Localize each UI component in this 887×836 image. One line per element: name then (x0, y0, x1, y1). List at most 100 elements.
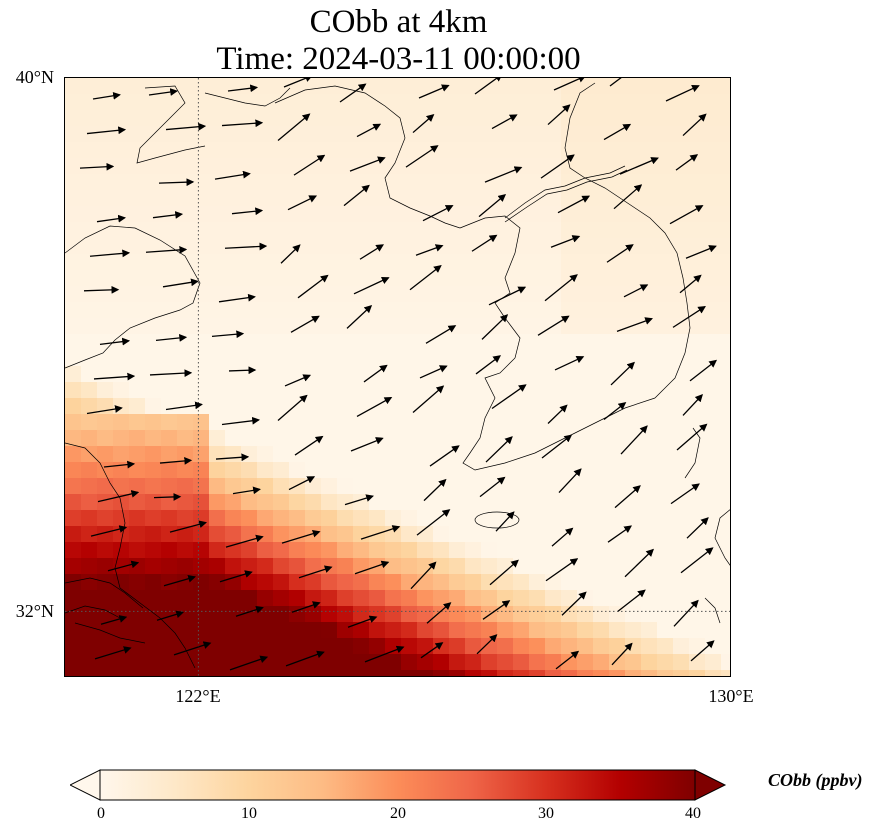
field-cell (545, 94, 562, 111)
wind-arrow (156, 610, 185, 621)
field-cell (193, 510, 210, 527)
field-cell (369, 350, 386, 367)
field-cell (673, 206, 690, 223)
field-cell (673, 462, 690, 479)
field-cell (113, 318, 130, 335)
field-cell (129, 302, 146, 319)
field-cell (545, 590, 562, 607)
field-cell (145, 238, 162, 255)
field-cell (577, 606, 594, 623)
field-cell (433, 622, 450, 639)
field-cell (625, 430, 642, 447)
wind-arrow (547, 104, 571, 126)
field-cell (289, 622, 306, 639)
wind-arrow (680, 547, 714, 574)
field-cell (593, 318, 610, 335)
field-cell (641, 414, 658, 431)
field-cell (81, 670, 98, 676)
field-cell (417, 526, 434, 543)
field-cell (449, 334, 466, 351)
field-cell (65, 478, 82, 495)
field-cell (257, 590, 274, 607)
field-cell (481, 302, 498, 319)
field-cell (529, 478, 546, 495)
field-cell (625, 78, 642, 95)
field-cell (353, 302, 370, 319)
field-cell (81, 222, 98, 239)
field-cell (625, 142, 642, 159)
field-cell (209, 638, 226, 655)
field-cell (385, 398, 402, 415)
field-cell (209, 574, 226, 591)
field-cell (81, 366, 98, 383)
field-cell (673, 590, 690, 607)
field-cell (513, 590, 530, 607)
field-cell (401, 558, 418, 575)
wind-arrow (537, 315, 570, 336)
field-cell (129, 270, 146, 287)
field-cell (417, 142, 434, 159)
field-cell (417, 478, 434, 495)
field-cell (209, 110, 226, 127)
field-cell (193, 222, 210, 239)
field-cell (321, 222, 338, 239)
field-cell (289, 78, 306, 95)
field-cell (113, 494, 130, 511)
field-cell (705, 430, 722, 447)
wind-arrow (231, 207, 264, 216)
lon-label-122e: 122°E (175, 686, 221, 706)
field-cell (257, 110, 274, 127)
field-cell (113, 398, 130, 415)
field-cell (593, 174, 610, 191)
field-cell (273, 494, 290, 511)
wind-arrow (277, 394, 308, 421)
field-cell (321, 158, 338, 175)
field-cell (97, 398, 114, 415)
field-cell (497, 654, 514, 671)
field-cell (705, 622, 722, 639)
field-cell (353, 190, 370, 207)
field-cell (641, 78, 658, 95)
field-cell (257, 494, 274, 511)
field-cell (465, 238, 482, 255)
field-cell (657, 318, 674, 335)
field-cell (673, 286, 690, 303)
field-cell (609, 110, 626, 127)
wind-arrow (349, 156, 386, 172)
field-cell (129, 190, 146, 207)
field-cell (81, 606, 98, 623)
field-cell (385, 590, 402, 607)
field-cell (113, 110, 130, 127)
field-cell (561, 206, 578, 223)
field-cell (321, 622, 338, 639)
field-cell (241, 318, 258, 335)
field-cell (481, 526, 498, 543)
field-cell (497, 558, 514, 575)
field-cell (129, 382, 146, 399)
field-cell (705, 222, 722, 239)
field-cell (113, 590, 130, 607)
field-cell (465, 206, 482, 223)
field-cell (97, 366, 114, 383)
field-cell (273, 286, 290, 303)
field-cell (305, 286, 322, 303)
field-cell (641, 446, 658, 463)
wind-arrow (412, 385, 445, 413)
field-cell (321, 350, 338, 367)
field-cell (113, 574, 130, 591)
field-cell (289, 638, 306, 655)
field-cell (529, 222, 546, 239)
wind-arrow (173, 641, 212, 656)
field-cell (657, 430, 674, 447)
field-cell (193, 670, 210, 676)
field-cell (609, 142, 626, 159)
field-cell (129, 398, 146, 415)
field-cell (113, 350, 130, 367)
field-cell (577, 206, 594, 223)
field-cell (593, 190, 610, 207)
field-cell (321, 542, 338, 559)
field-cell (721, 78, 730, 95)
field-cell (289, 174, 306, 191)
field-cell (305, 398, 322, 415)
field-cell (129, 78, 146, 95)
